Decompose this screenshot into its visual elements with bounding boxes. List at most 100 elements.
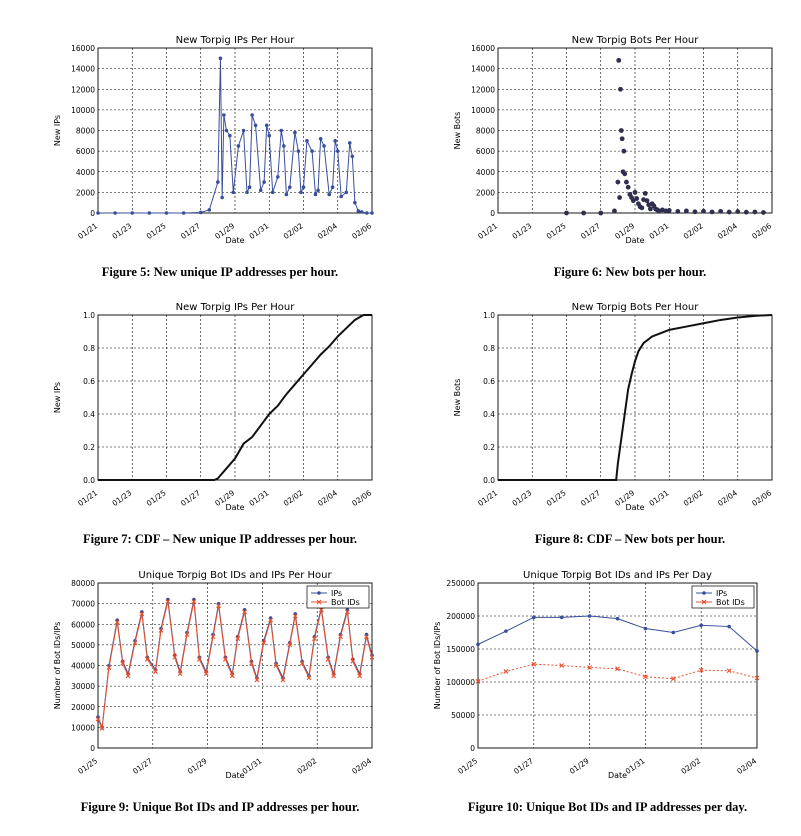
y-tick-label: 0.2 — [483, 443, 495, 452]
data-point — [276, 175, 280, 179]
data-point — [229, 673, 235, 679]
x-tick-label: 01/21 — [76, 221, 99, 241]
data-point — [130, 211, 135, 215]
figure-7: New Torpig IPs Per Hour 0.0 0.2 0.4 0.6 0.8 1.… — [40, 297, 380, 532]
data-point — [184, 632, 190, 637]
data-point — [313, 192, 318, 197]
x-tick-label: 01/29 — [186, 756, 209, 776]
x-tick-label: 01/25 — [145, 221, 168, 241]
data-point — [216, 180, 220, 184]
data-point — [330, 185, 335, 190]
x-tick-label: 02/04 — [350, 756, 373, 776]
caption-fig6: Figure 6: New bots per hour. — [553, 265, 707, 279]
data-point — [325, 656, 331, 662]
series-line-0 — [498, 314, 773, 481]
y-tick-label: 0 — [490, 209, 495, 218]
data-point — [258, 188, 263, 193]
data-point — [618, 86, 623, 92]
chart-title: New Torpig Bots Per Hour — [572, 302, 700, 313]
x-tick-label: 01/31 — [248, 221, 271, 241]
y-tick-label: 1.0 — [83, 311, 95, 320]
y-axis-label: New Bots — [453, 112, 462, 150]
x-tick-label: 01/31 — [624, 756, 647, 776]
x-tick-label: 01/25 — [545, 221, 568, 241]
data-point — [559, 663, 565, 668]
data-point — [245, 190, 249, 195]
y-tick-label: 0 — [90, 744, 95, 753]
data-point — [254, 677, 260, 683]
y-tick-label: 0.6 — [83, 377, 95, 386]
chart-title: New Torpig IPs Per Hour — [176, 35, 296, 46]
data-point — [616, 57, 622, 63]
data-point — [612, 208, 617, 214]
data-point — [709, 209, 715, 215]
data-point — [268, 617, 274, 623]
x-tick-label: 01/21 — [476, 221, 499, 241]
y-tick-label: 10000 — [71, 723, 95, 732]
data-point — [284, 192, 289, 197]
plot-frame — [497, 47, 773, 214]
data-point — [532, 615, 536, 620]
data-point — [564, 210, 569, 216]
caption-fig7: Figure 7: CDF – New unique IP addresses … — [82, 532, 358, 546]
x-axis-label: Date — [625, 236, 644, 245]
legend-label: IPs — [716, 589, 727, 598]
legend-label: Bot IDs — [331, 598, 360, 607]
plot-frame — [497, 314, 773, 481]
x-tick-label: 02/06 — [350, 488, 373, 508]
data-point — [666, 208, 672, 213]
y-tick-label: 2000 — [76, 188, 95, 197]
data-point — [331, 673, 337, 679]
data-point — [503, 669, 509, 674]
data-point — [222, 113, 226, 117]
data-point — [153, 669, 158, 675]
series-line-0 — [97, 599, 373, 728]
data-point — [177, 671, 183, 677]
data-point — [318, 607, 324, 613]
y-tick-label: 16000 — [471, 44, 495, 53]
x-tick-label: 02/02 — [282, 221, 305, 241]
y-axis-label: Number of Bot IDs/IPs — [53, 622, 62, 710]
x-tick-label: 02/02 — [282, 488, 305, 508]
series-line-0 — [477, 615, 758, 652]
caption-fig5: Figure 5: New unique IP addresses per ho… — [101, 265, 339, 279]
x-tick-label: 01/27 — [579, 488, 602, 508]
y-tick-label: 60000 — [71, 620, 95, 629]
data-point — [288, 185, 292, 190]
chart-title: New Torpig IPs Per Hour — [176, 302, 296, 313]
y-tick-label: 30000 — [71, 682, 95, 691]
data-point — [359, 210, 364, 214]
x-tick-label: 01/25 — [545, 488, 568, 508]
data-point — [223, 656, 228, 662]
data-point — [147, 211, 152, 215]
data-point — [95, 716, 101, 722]
y-tick-label: 50000 — [451, 711, 475, 720]
x-tick-label: 01/27 — [179, 221, 202, 241]
plot-frame — [97, 582, 373, 749]
data-point — [231, 190, 236, 195]
x-tick-label: 01/23 — [511, 488, 534, 508]
data-point — [475, 678, 481, 684]
data-point — [316, 188, 320, 193]
chart-fig5: New Torpig IPs Per Hour 0 2000 4000 6000 8000… — [53, 35, 374, 245]
data-point — [618, 128, 624, 133]
data-point — [292, 613, 298, 619]
y-tick-label: 4000 — [476, 168, 495, 177]
data-point — [262, 180, 266, 184]
x-tick-label: 01/21 — [476, 488, 499, 508]
data-point — [120, 661, 126, 666]
data-point — [236, 144, 241, 148]
data-point — [617, 195, 622, 200]
data-point — [310, 149, 314, 153]
data-point — [353, 200, 357, 205]
x-tick-label: 02/06 — [750, 488, 773, 508]
x-tick-label: 01/25 — [145, 488, 168, 508]
data-point — [755, 649, 759, 653]
data-point — [726, 668, 732, 674]
x-tick-label: 01/31 — [648, 488, 671, 508]
data-point — [318, 136, 323, 141]
legend-label: Bot IDs — [716, 598, 745, 607]
data-point — [644, 198, 650, 204]
data-point — [559, 615, 564, 620]
x-tick-label: 02/04 — [716, 488, 739, 508]
